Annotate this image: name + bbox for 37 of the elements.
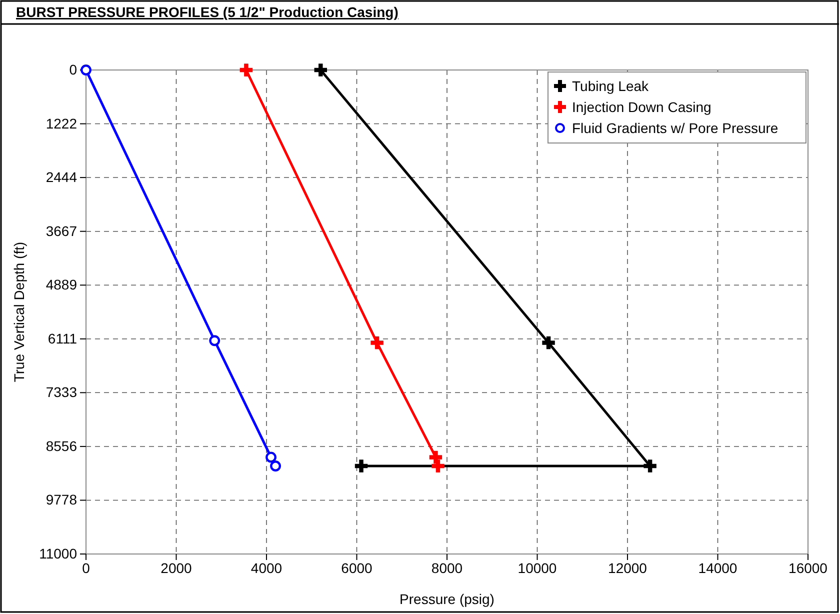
x-tick-label: 12000	[608, 560, 648, 576]
x-tick-label: 8000	[431, 560, 463, 576]
point	[209, 335, 220, 346]
y-tick-label: 9778	[46, 492, 78, 508]
x-tick-label: 4000	[250, 560, 282, 576]
x-axis-title: Pressure (psig)	[400, 591, 494, 607]
point	[80, 64, 92, 76]
point	[432, 460, 444, 472]
y-tick-label: 2444	[46, 169, 78, 186]
x-tick-label: 10000	[518, 560, 557, 576]
point	[314, 64, 328, 76]
point	[644, 460, 656, 472]
y-tick-label: 4889	[46, 276, 78, 293]
point	[370, 336, 384, 350]
y-tick-label: 7333	[46, 384, 78, 400]
x-tick-label: 2000	[160, 560, 192, 576]
x-tick-label: 16000	[788, 560, 828, 576]
y-tick-label: 8556	[46, 438, 78, 454]
y-tick-label: 11000	[39, 545, 78, 562]
point	[240, 64, 253, 76]
chart-title: BURST PRESSURE PROFILES (5 1/2" Production Casing)	[16, 4, 398, 20]
legend-label: Fluid Gradients w/ Pore Pressure	[572, 120, 778, 136]
y-tick-label: 0	[69, 61, 78, 78]
legend-label: Tubing Leak	[572, 78, 650, 94]
x-tick-label: 14000	[698, 560, 738, 576]
y-tick-label: 6111	[48, 330, 78, 346]
x-tick-label: 0	[82, 560, 90, 576]
point	[429, 450, 442, 464]
y-tick-label: 3667	[46, 222, 78, 239]
y-axis-title: True Vertical Depth (ft)	[11, 242, 27, 382]
point	[270, 460, 281, 472]
point	[266, 452, 276, 463]
legend-label: Injection Down Casing	[572, 99, 712, 115]
x-tick-label: 6000	[341, 560, 373, 576]
point	[542, 336, 555, 350]
point	[354, 460, 368, 472]
y-tick-label: 1222	[46, 115, 78, 132]
